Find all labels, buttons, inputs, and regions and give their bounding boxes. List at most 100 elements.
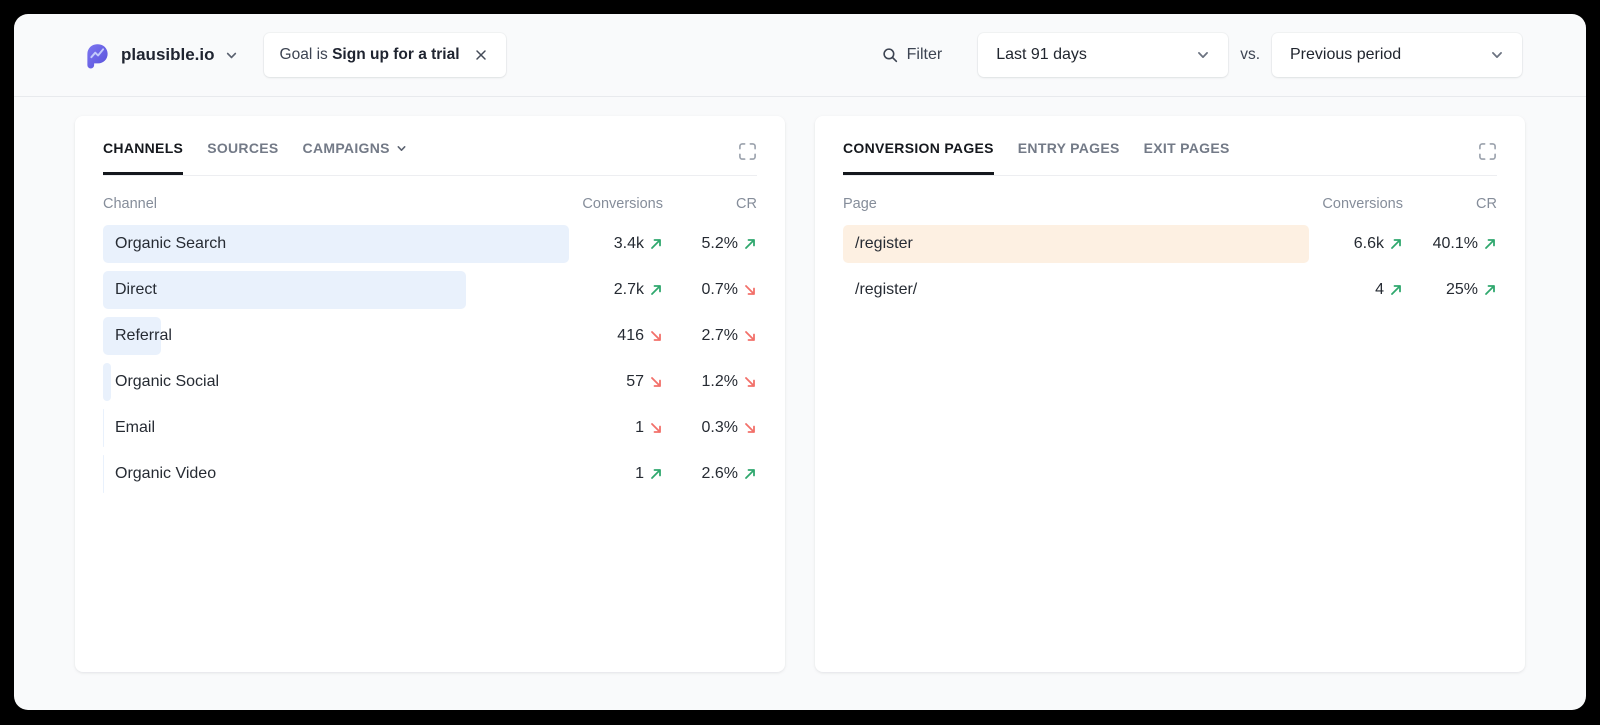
plausible-logo-icon — [84, 42, 111, 69]
row-name-cell[interactable]: Organic Video — [103, 455, 569, 493]
goal-filter-text: Goal is Sign up for a trial — [279, 46, 460, 63]
trend-arrow-icon — [743, 329, 757, 343]
row-name-cell[interactable]: /register/ — [843, 271, 1309, 309]
row-conversions: 57 — [573, 373, 663, 391]
row-cr: 2.6% — [667, 465, 757, 483]
column-header-cr[interactable]: CR — [736, 196, 757, 212]
row-cr: 5.2% — [667, 235, 757, 253]
row-bar — [103, 225, 569, 263]
row-name-cell[interactable]: /register — [843, 225, 1309, 263]
row-name-cell[interactable]: Referral — [103, 317, 569, 355]
close-icon[interactable] — [472, 46, 490, 64]
comparison-value: Previous period — [1290, 46, 1402, 63]
trend-arrow-icon — [743, 421, 757, 435]
expand-icon[interactable] — [1478, 140, 1497, 161]
pages-rows: /register 6.6k 40.1% /register/ 4 — [843, 225, 1497, 309]
table-row[interactable]: Organic Video 1 2.6% — [103, 455, 757, 493]
trend-arrow-icon — [649, 375, 663, 389]
row-conversions: 2.7k — [573, 281, 663, 299]
table-row[interactable]: /register 6.6k 40.1% — [843, 225, 1497, 263]
trend-arrow-icon — [649, 329, 663, 343]
row-label[interactable]: Organic Search — [115, 235, 227, 252]
dashboard-window: plausible.io Goal is Sign up for a trial… — [14, 14, 1586, 710]
conversions-value: 57 — [626, 373, 644, 390]
row-cr: 25% — [1407, 281, 1497, 299]
row-bar — [103, 271, 467, 309]
conversions-value: 3.4k — [613, 235, 644, 252]
tab-campaigns[interactable]: CAMPAIGNS — [303, 140, 407, 175]
row-name-cell[interactable]: Direct — [103, 271, 569, 309]
row-cr: 0.7% — [667, 281, 757, 299]
table-row[interactable]: Email 1 0.3% — [103, 409, 757, 447]
tab-channels[interactable]: CHANNELS — [103, 140, 183, 175]
row-name-cell[interactable]: Organic Social — [103, 363, 569, 401]
column-header-cr[interactable]: CR — [1476, 196, 1497, 212]
conversions-value: 1 — [635, 465, 644, 482]
column-header-name: Channel — [103, 196, 158, 212]
trend-arrow-icon — [649, 283, 663, 297]
tab-exit-pages[interactable]: EXIT PAGES — [1143, 140, 1230, 156]
site-switcher[interactable]: plausible.io — [84, 42, 238, 69]
trend-arrow-icon — [743, 283, 757, 297]
comparison-select[interactable]: Previous period — [1272, 33, 1522, 77]
trend-arrow-icon — [1483, 283, 1497, 297]
row-label[interactable]: Direct — [115, 281, 157, 298]
row-name-cell[interactable]: Email — [103, 409, 569, 447]
cr-value: 2.6% — [701, 465, 738, 482]
row-label[interactable]: /register/ — [855, 281, 918, 298]
chevron-down-icon — [1490, 48, 1504, 62]
date-range-value: Last 91 days — [996, 46, 1087, 63]
row-conversions: 6.6k — [1313, 235, 1403, 253]
chevron-down-icon — [225, 49, 238, 62]
column-header-name: Page — [843, 196, 877, 212]
table-row[interactable]: Direct 2.7k 0.7% — [103, 271, 757, 309]
pages-panel: CONVERSION PAGES ENTRY PAGES EXIT PAGES … — [815, 116, 1525, 672]
row-label[interactable]: Organic Video — [115, 465, 217, 482]
row-conversions: 4 — [1313, 281, 1403, 299]
expand-icon[interactable] — [738, 140, 757, 161]
date-range-select[interactable]: Last 91 days — [978, 33, 1229, 77]
trend-arrow-icon — [743, 375, 757, 389]
column-header-conversions[interactable]: Conversions — [582, 196, 663, 212]
row-cr: 2.7% — [667, 327, 757, 345]
cr-value: 0.3% — [701, 419, 738, 436]
pages-tabs: CONVERSION PAGES ENTRY PAGES EXIT PAGES — [843, 140, 1497, 176]
trend-arrow-icon — [649, 237, 663, 251]
column-header-conversions[interactable]: Conversions — [1322, 196, 1403, 212]
table-row[interactable]: Organic Social 57 1.2% — [103, 363, 757, 401]
cr-value: 0.7% — [701, 281, 738, 298]
header-controls: Filter Last 91 days vs. Previous period — [882, 33, 1522, 77]
conversions-value: 4 — [1375, 281, 1384, 298]
cr-value: 25% — [1445, 281, 1478, 298]
row-label[interactable]: Referral — [115, 327, 172, 344]
conversions-value: 6.6k — [1353, 235, 1384, 252]
row-bar — [103, 317, 162, 355]
cr-value: 5.2% — [701, 235, 738, 252]
conversions-value: 2.7k — [613, 281, 644, 298]
row-name-cell[interactable]: Organic Search — [103, 225, 569, 263]
site-name: plausible.io — [121, 45, 215, 64]
tab-entry-pages[interactable]: ENTRY PAGES — [1017, 140, 1120, 156]
channels-rows: Organic Search 3.4k 5.2% Direct 2.7k — [103, 225, 757, 493]
filter-button[interactable]: Filter — [882, 46, 942, 64]
row-bar — [843, 225, 1309, 263]
main-content: CHANNELS SOURCES CAMPAIGNS Channel Conve… — [14, 97, 1586, 672]
tab-sources[interactable]: SOURCES — [207, 140, 279, 156]
goal-filter-pill[interactable]: Goal is Sign up for a trial — [263, 33, 506, 77]
tab-conversion-pages[interactable]: CONVERSION PAGES — [843, 140, 994, 175]
trend-arrow-icon — [1389, 237, 1403, 251]
top-bar: plausible.io Goal is Sign up for a trial… — [14, 14, 1586, 97]
search-icon — [882, 47, 899, 64]
row-label[interactable]: /register — [855, 235, 913, 252]
conversions-value: 1 — [635, 419, 644, 436]
row-label[interactable]: Organic Social — [115, 373, 220, 390]
row-cr: 40.1% — [1407, 235, 1497, 253]
trend-arrow-icon — [1389, 283, 1403, 297]
table-row[interactable]: Referral 416 2.7% — [103, 317, 757, 355]
table-row[interactable]: /register/ 4 25% — [843, 271, 1497, 309]
table-row[interactable]: Organic Search 3.4k 5.2% — [103, 225, 757, 263]
vs-label: vs. — [1240, 46, 1260, 63]
row-label[interactable]: Email — [115, 419, 156, 436]
row-conversions: 1 — [573, 419, 663, 437]
row-bar — [103, 409, 105, 447]
